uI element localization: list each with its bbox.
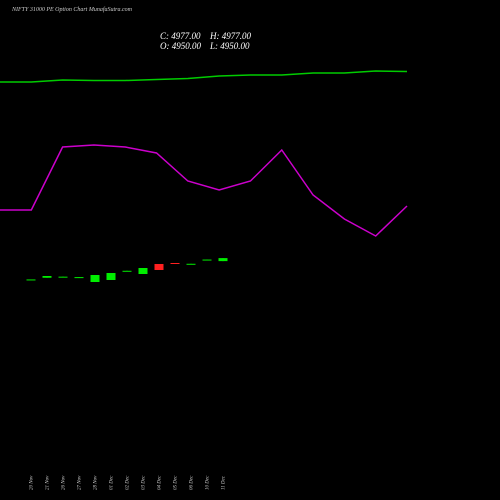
ohlc-label: H: 4977.00 [209,31,251,41]
x-tick-label: 06 Dec [190,475,195,490]
x-tick-label: 11 Dec [222,475,227,490]
candle-body [26,279,36,281]
x-tick-label: 28 Nov [94,475,99,490]
x-tick-label: 10 Dec [206,475,211,490]
x-tick-label: 21 Nov [46,475,51,490]
x-tick-label: 02 Dec [126,475,131,490]
x-tick-label: 04 Dec [158,475,163,490]
candle-body [122,270,132,272]
x-tick-label: 20 Nov [30,475,35,490]
x-tick-label: 26 Nov [62,475,67,490]
candle-body [202,259,212,261]
candle-body [170,263,180,264]
ohlc-label: O: 4950.00 [160,41,201,51]
candle-body [42,276,52,278]
x-tick-label: 01 Dec [110,475,115,490]
candle-body [186,263,196,265]
candle-body [90,275,100,282]
chart-title: NIFTY 31000 PE Option Chart MunafaSutra.… [11,6,133,13]
candle-body [58,276,68,278]
ohlc-label: C: 4977.00 [160,31,201,41]
candle-body [106,273,116,280]
candle-body [154,264,164,270]
x-tick-label: 03 Dec [142,475,147,490]
x-tick-label: 05 Dec [174,475,179,490]
indicator-line [0,70,408,83]
candle-body [138,268,148,274]
indicator-line [0,144,408,237]
candle-body [218,258,228,262]
candle-body [74,277,84,279]
ohlc-label: L: 4950.00 [209,41,250,51]
x-tick-label: 27 Nov [78,475,83,490]
